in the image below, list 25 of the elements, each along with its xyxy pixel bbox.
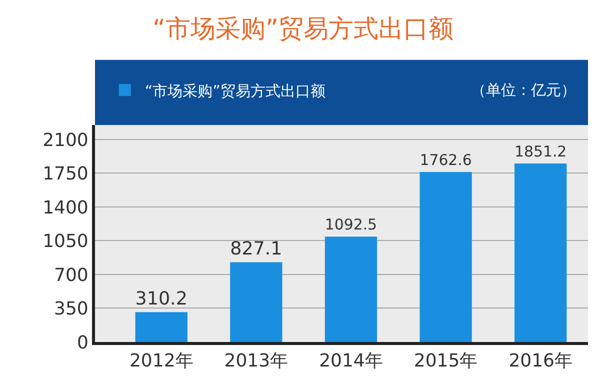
bar (324, 236, 378, 342)
y-tick-label: 700 (54, 264, 88, 286)
x-tick-label: 2015年 (414, 350, 478, 372)
y-tick-label: 1400 (42, 197, 88, 218)
data-label: 827.1 (230, 238, 282, 260)
bar (230, 262, 282, 342)
data-label: 1762.6 (420, 151, 472, 170)
x-tick-label: 2014年 (319, 350, 383, 372)
data-label: 310.2 (135, 288, 188, 310)
text: （单位：亿元） (471, 81, 576, 99)
x-tick-label: 2016年 (508, 350, 573, 372)
bar (135, 312, 188, 342)
y-tick-label: 0 (76, 332, 88, 354)
bar (514, 163, 567, 342)
y-tick-label: 2100 (42, 130, 88, 151)
y-tick-label: 350 (54, 298, 88, 320)
data-label: 1851.2 (514, 142, 567, 161)
legend-label: “市场采购”贸易方式出口额 (144, 82, 326, 100)
y-tick-label: 1050 (42, 231, 88, 252)
y-tick-label: 1750 (42, 164, 88, 185)
x-tick-label: 2012年 (129, 350, 194, 372)
bar (420, 172, 472, 342)
data-label: 1092.5 (324, 216, 378, 234)
chart-title: “市场采购”贸易方式出口额 (152, 14, 454, 43)
x-tick-label: 2013年 (224, 350, 288, 372)
